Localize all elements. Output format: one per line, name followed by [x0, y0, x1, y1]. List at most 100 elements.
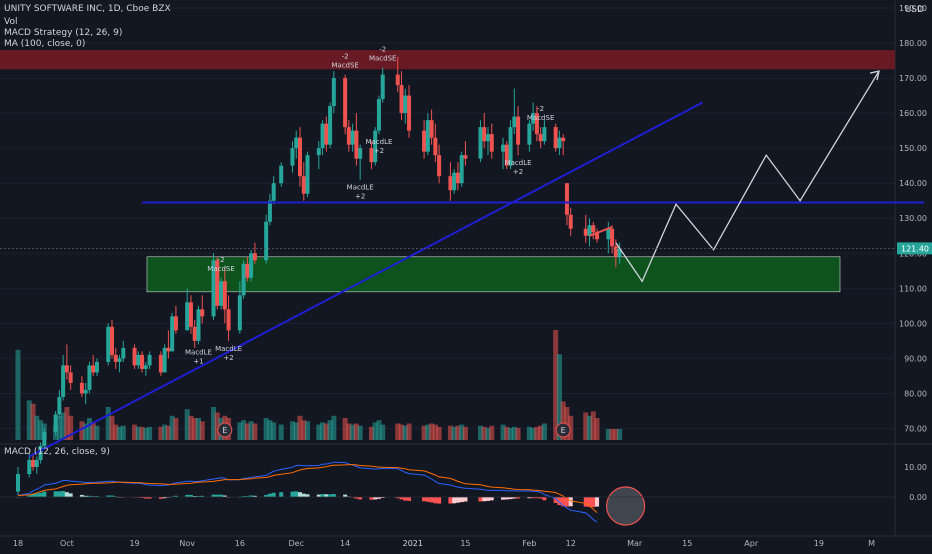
strategy-signal-label: +2: [374, 147, 384, 155]
time-tick-label: Dec: [288, 539, 303, 548]
price-tick-label: 90.00: [904, 354, 927, 363]
volume-bar: [447, 425, 453, 440]
macd-histogram-bar: [324, 494, 329, 497]
price-tick-label: 130.00: [899, 214, 927, 223]
strategy-signal-label: MacdLE: [185, 348, 212, 356]
candle-body: [158, 354, 163, 373]
volume-bar: [376, 420, 382, 440]
candle-body: [429, 120, 434, 138]
candle-body: [143, 365, 148, 369]
candle-body: [192, 326, 197, 341]
highlight-circle: [605, 486, 646, 526]
candle-body: [53, 414, 58, 432]
macd-histogram-bar: [249, 495, 254, 497]
volume-bar: [357, 425, 363, 440]
price-tick-label: 70.00: [904, 424, 927, 433]
macd-histogram-bar: [192, 496, 197, 497]
volume-bar: [462, 426, 468, 440]
volume-bar: [15, 349, 21, 440]
price-axis[interactable]: 190.00 180.00 170.00 160.00 150.00 140.00 130.…: [897, 4, 932, 502]
earnings-marker: [555, 422, 571, 438]
macd-histogram-bar: [399, 497, 404, 500]
candle-body: [298, 137, 302, 177]
volume-bar: [252, 423, 258, 440]
macd-histogram-bar: [437, 497, 442, 504]
indicator-vol[interactable]: Vol: [4, 17, 18, 27]
volume-bar: [432, 424, 438, 440]
volume-bar: [289, 421, 295, 440]
candle-body: [61, 365, 66, 397]
candle-body: [16, 474, 20, 492]
candle-body: [87, 365, 92, 390]
time-tick-label: Oct: [60, 539, 74, 548]
volume-bar: [188, 415, 194, 440]
volume-bar: [534, 426, 540, 440]
candle-body: [459, 155, 464, 184]
volume-bar: [165, 425, 171, 440]
candle-body: [27, 460, 32, 475]
candle-body: [395, 74, 400, 86]
candle-body: [106, 326, 111, 362]
candle-body: [110, 326, 114, 355]
candle-body: [241, 263, 246, 296]
volume-bar: [105, 407, 111, 440]
earnings-marker: [217, 422, 233, 438]
candle-body: [316, 148, 321, 156]
volume-bar: [605, 429, 611, 440]
currency-label: USD: [904, 5, 924, 15]
time-tick-label: M: [868, 539, 875, 548]
macd-tick-label: 10.00: [904, 463, 927, 472]
candle-body: [64, 365, 69, 373]
macd-pane-label[interactable]: MACD (12, 26, close, 9): [4, 447, 110, 457]
macd-histogram-bar: [79, 494, 84, 497]
signal-line: [17, 464, 598, 513]
indicator-macd-strategy[interactable]: MACD Strategy (12, 26, 9): [4, 28, 123, 38]
price-tick-label: 180.00: [899, 39, 927, 48]
candle-body: [305, 155, 310, 194]
macd-histogram-bar: [395, 497, 400, 499]
volume-bar: [380, 424, 386, 440]
price-tick-label: 170.00: [899, 74, 927, 83]
time-tick-label: Apr: [744, 539, 759, 548]
candle-body: [117, 358, 122, 362]
candle-body: [121, 347, 126, 359]
time-axis[interactable]: 18 Oct 19 Nov 16 Dec 14 2021 15 Feb 12 Mar 15 Apr 19 M: [13, 539, 875, 548]
volume-bar: [556, 354, 562, 440]
macd-histogram-bar: [140, 497, 145, 498]
strategy-signal-label: MacdLE: [215, 345, 242, 353]
volume-bar: [139, 426, 145, 440]
volume-bar: [143, 427, 149, 440]
candle-body: [617, 248, 622, 257]
macd-histogram-bar: [53, 491, 58, 497]
candle-body: [376, 99, 381, 131]
macd-histogram-bar: [27, 495, 32, 497]
symbol-title[interactable]: UNITY SOFTWARE INC, 1D, Cboe BZX: [4, 4, 171, 14]
candle-body: [448, 176, 453, 191]
macd-histogram-bar: [448, 497, 453, 504]
volume-bar: [169, 415, 175, 440]
projection-path: [615, 70, 880, 283]
time-tick-label: 19: [129, 539, 139, 548]
candle-body: [531, 113, 536, 124]
indicator-ma[interactable]: MA (100, close, 0): [4, 39, 86, 49]
candle-body: [31, 460, 36, 468]
volume-bar: [64, 407, 70, 440]
macd-histogram-bar: [508, 497, 513, 500]
time-tick-label: 15: [682, 539, 692, 548]
volume-bar: [90, 422, 96, 440]
candle-body: [587, 225, 592, 236]
volume-bar: [117, 426, 123, 440]
volume-bar: [406, 423, 412, 440]
candle-body: [437, 155, 442, 177]
candle-body: [132, 347, 137, 366]
time-tick-label: 18: [13, 539, 23, 548]
macd-histogram-bar: [478, 497, 483, 502]
candle-body: [237, 295, 242, 331]
macd-histogram-bar: [211, 494, 216, 497]
candle-body: [504, 144, 509, 166]
price-tick-label: 80.00: [904, 389, 927, 398]
candle-body: [173, 316, 178, 331]
time-tick-label: 12: [566, 539, 576, 548]
